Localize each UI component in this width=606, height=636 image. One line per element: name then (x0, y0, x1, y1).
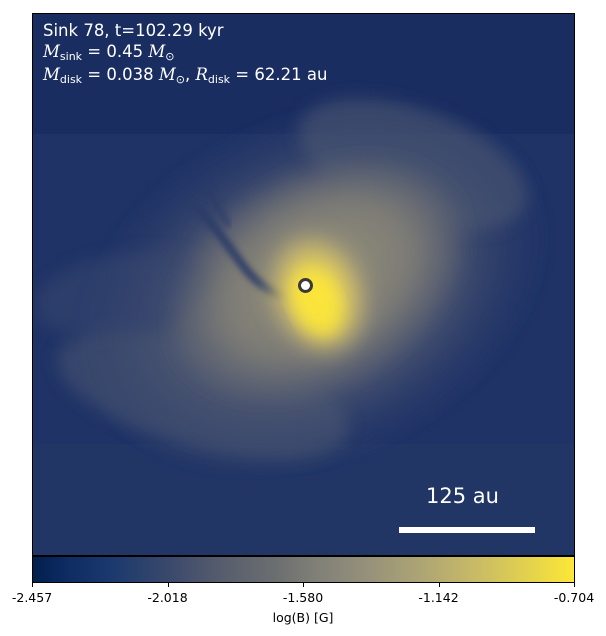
colorbar-tick (167, 583, 169, 587)
disk-mass-value: = 0.038 (82, 65, 159, 84)
dark-spiral-streak-2 (205, 186, 231, 227)
colorbar-tick-label: -0.704 (553, 590, 595, 605)
disk-radius-symbol: R (195, 65, 208, 84)
colorbar-tick-label: -1.580 (282, 590, 324, 605)
disk-mass-subscript: disk (59, 73, 83, 86)
colorbar-tick-label: -1.142 (418, 590, 459, 605)
colorbar-label: log(B) [G] (272, 610, 334, 625)
disk-properties: Mdisk = 0.038 M⊙, Rdisk = 62.21 au (43, 65, 327, 90)
colorbar-tick-label: -2.457 (11, 590, 53, 605)
disk-radius-subscript: disk (207, 73, 231, 86)
colorbar-tick (574, 583, 575, 587)
sink-mass-symbol: M (43, 42, 60, 61)
disk-mass-unit: M (158, 65, 176, 84)
sink-mass-unit: M (148, 42, 166, 61)
scale-bar (399, 527, 535, 533)
disk-radius-value: = 62.21 au (230, 65, 328, 84)
disk-mass-unit-subscript: ⊙ (175, 73, 185, 86)
colorbar-tick-label: -2.018 (147, 590, 188, 605)
lower-left-arm (57, 328, 349, 460)
disk-mass-symbol: M (43, 65, 60, 84)
field-image (33, 14, 574, 555)
sink-marker (298, 278, 313, 293)
magnetic-field-map: Sink 78, t=102.29 kyr Msink = 0.45 M⊙ Md… (32, 13, 575, 556)
colorbar-tick (303, 583, 304, 587)
sink-mass-unit-subscript: ⊙ (165, 50, 175, 63)
separator: , (184, 65, 196, 84)
colorbar-tick (32, 583, 33, 587)
sink-mass-subscript: sink (59, 50, 83, 63)
scale-bar-label: 125 au (426, 484, 499, 508)
sink-mass-value: = 0.45 (82, 42, 149, 61)
colorbar-tick (438, 583, 440, 587)
colorbar (32, 556, 575, 583)
sink-title: Sink 78, t=102.29 kyr (43, 21, 224, 40)
sink-mass: Msink = 0.45 M⊙ (43, 42, 174, 67)
